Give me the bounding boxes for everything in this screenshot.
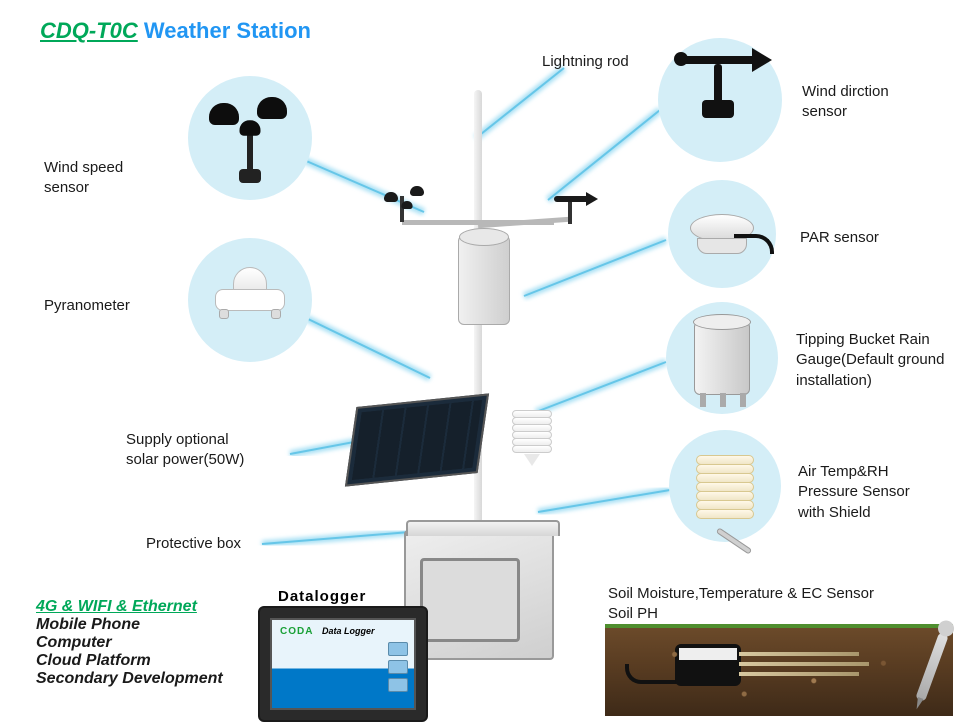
leader-glow-8 xyxy=(538,490,670,512)
weather-tower xyxy=(468,90,508,680)
label-solar: Supply optional solar power(50W) xyxy=(126,430,306,471)
wind-dir-icon xyxy=(680,56,760,126)
connectivity-heading: 4G & WIFI & Ethernet xyxy=(36,598,223,616)
connectivity-line-1: Computer xyxy=(36,634,223,652)
bubble-air-temp xyxy=(669,430,781,542)
leader-line-7 xyxy=(536,362,666,412)
leader-line-8 xyxy=(538,490,670,512)
tower-vane-icon xyxy=(554,196,590,202)
datalogger-screen-text: Data Logger xyxy=(322,626,375,636)
soil-prong-1 xyxy=(739,652,859,656)
soil-prong-3 xyxy=(739,672,859,676)
tower-solar-panel xyxy=(345,393,489,486)
title-model: CDQ-T0C xyxy=(40,18,138,43)
connectivity-block: 4G & WIFI & Ethernet Mobile Phone Comput… xyxy=(36,598,223,688)
label-wind-speed: Wind speed sensor xyxy=(44,158,174,199)
datalogger-caption: Datalogger xyxy=(278,588,366,605)
title-rest: Weather Station xyxy=(138,18,311,43)
bubble-par xyxy=(668,180,776,288)
connectivity-line-3: Secondary Development xyxy=(36,670,223,688)
tower-radiation-shield xyxy=(512,410,552,466)
pyranometer-icon xyxy=(215,289,285,311)
label-wind-dir: Wind dirction sensor xyxy=(802,82,952,123)
soil-ph-probe-icon xyxy=(915,632,948,701)
leader-line-5 xyxy=(548,110,660,200)
leader-glow-1 xyxy=(306,318,430,378)
tower-anemometer-icon xyxy=(400,196,404,222)
soil-prong-2 xyxy=(739,662,869,666)
soil-sensor-icon xyxy=(675,644,741,686)
leader-line-6 xyxy=(524,240,666,296)
datalogger-device: CODA Data Logger xyxy=(258,606,428,722)
label-protective: Protective box xyxy=(146,534,296,554)
connectivity-line-0: Mobile Phone xyxy=(36,616,223,634)
label-pyranometer: Pyranometer xyxy=(44,296,174,316)
label-par: PAR sensor xyxy=(800,228,940,248)
label-soil: Soil Moisture,Temperature & EC Sensor So… xyxy=(608,584,948,625)
leader-glow-5 xyxy=(548,110,660,200)
air-temp-icon xyxy=(696,455,754,518)
label-air-temp: Air Temp&RH Pressure Sensor with Shield xyxy=(798,462,958,523)
datalogger-screen: CODA Data Logger xyxy=(270,618,416,710)
par-icon xyxy=(690,214,754,254)
soil-cable xyxy=(625,664,677,684)
bubble-wind-speed xyxy=(188,76,312,200)
page-title: CDQ-T0C Weather Station xyxy=(40,18,311,44)
bubble-pyranometer xyxy=(188,238,312,362)
connectivity-line-2: Cloud Platform xyxy=(36,652,223,670)
rain-icon xyxy=(694,321,750,395)
tower-cylinder xyxy=(458,235,510,325)
wind-speed-icon xyxy=(215,103,285,173)
label-rain: Tipping Bucket Rain Gauge(Default ground… xyxy=(796,330,960,391)
leader-glow-6 xyxy=(524,240,666,296)
leader-line-1 xyxy=(306,318,430,378)
bubble-rain xyxy=(666,302,778,414)
datalogger-brand: CODA xyxy=(280,626,313,637)
soil-cross-section xyxy=(605,624,953,716)
tower-crossarm-right xyxy=(478,217,570,228)
label-lightning: Lightning rod xyxy=(542,52,682,72)
leader-glow-7 xyxy=(536,362,666,412)
datalogger-buttons-icon xyxy=(388,642,408,692)
